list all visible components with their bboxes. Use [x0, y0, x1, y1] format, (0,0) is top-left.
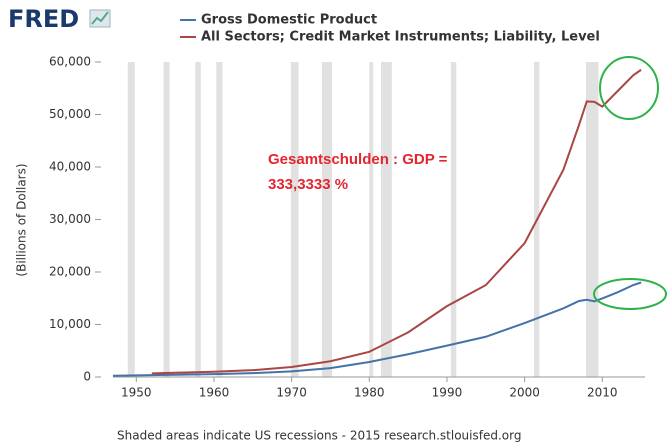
recession-band: [127, 62, 135, 377]
y-tick-label: 40,000: [49, 160, 91, 174]
logo: FRED: [8, 5, 79, 33]
y-tick-label: 0: [83, 370, 91, 384]
x-tick-label: 2000: [509, 386, 540, 400]
x-tick-label: 1990: [432, 386, 463, 400]
highlight-circle: [599, 56, 659, 120]
y-axis-label: (Billions of Dollars): [15, 163, 29, 276]
x-tick-label: 1970: [276, 386, 307, 400]
recession-band: [216, 62, 223, 377]
x-tick-label: 2010: [587, 386, 618, 400]
annotation: 333,3333 %: [268, 176, 348, 193]
recession-band: [450, 62, 457, 377]
annotation: Gesamtschulden : GDP =: [268, 151, 448, 168]
recession-band: [321, 62, 333, 377]
y-tick-label: 50,000: [49, 107, 91, 121]
series-line: [151, 69, 642, 375]
logo-icon: [89, 9, 111, 28]
y-tick-label: 30,000: [49, 212, 91, 226]
recession-band: [163, 62, 170, 377]
highlight-circle: [593, 278, 667, 310]
legend-label: All Sectors; Credit Market Instruments; …: [201, 30, 600, 45]
y-tick-label: 10,000: [49, 317, 91, 331]
plot: 0 10,000 20,000 30,000 40,000 50,000 60,000 195…: [49, 55, 645, 400]
y-tick-label: 60,000: [49, 55, 91, 69]
recession-band: [195, 62, 201, 377]
x-tick-label: 1980: [354, 386, 385, 400]
recession-band: [585, 62, 599, 377]
x-tick-label: 1950: [121, 386, 152, 400]
legend-label: Gross Domestic Product: [201, 13, 377, 28]
recession-band: [380, 62, 392, 377]
footer: Shaded areas indicate US recessions - 20…: [117, 429, 521, 443]
recession-band: [290, 62, 299, 377]
series-line: [112, 281, 642, 377]
recession-band: [369, 62, 374, 377]
x-tick-label: 1960: [199, 386, 230, 400]
y-tick-label: 20,000: [49, 265, 91, 279]
